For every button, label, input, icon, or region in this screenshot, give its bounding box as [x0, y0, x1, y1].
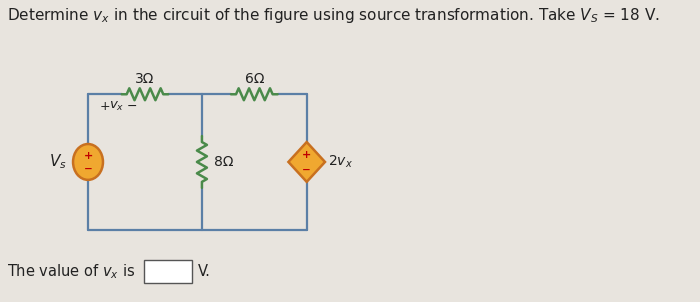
Text: V.: V. [198, 264, 211, 279]
Text: $v_x$: $v_x$ [108, 100, 124, 113]
Text: +: + [83, 151, 92, 161]
Text: $2v_x$: $2v_x$ [328, 154, 354, 170]
Text: 8Ω: 8Ω [214, 155, 234, 169]
Polygon shape [288, 142, 325, 182]
Text: 6Ω: 6Ω [244, 72, 264, 86]
Text: −: − [127, 100, 138, 113]
Text: The value of $v_x$ is: The value of $v_x$ is [7, 262, 135, 281]
Text: −: − [302, 164, 311, 175]
Text: +: + [302, 150, 312, 160]
Text: 3Ω: 3Ω [135, 72, 155, 86]
Text: +: + [99, 100, 114, 113]
Text: Determine $v_x$ in the circuit of the figure using source transformation. Take $: Determine $v_x$ in the circuit of the fi… [7, 6, 660, 25]
Text: −: − [83, 163, 92, 173]
Circle shape [73, 144, 103, 180]
FancyBboxPatch shape [144, 260, 192, 283]
Text: $V_s$: $V_s$ [48, 153, 66, 171]
